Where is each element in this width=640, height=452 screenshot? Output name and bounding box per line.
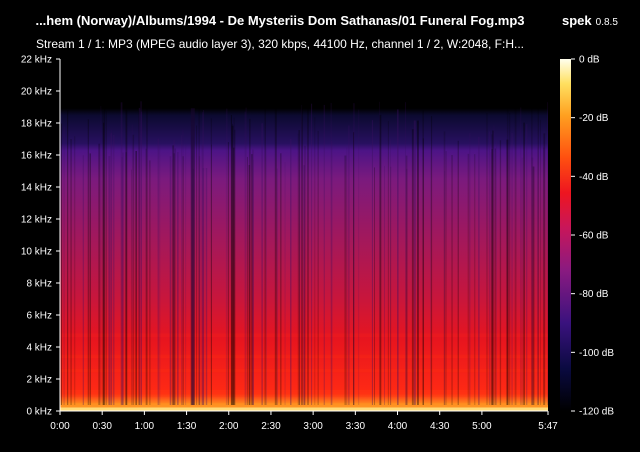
time-tick-label: 5:47 (538, 421, 558, 432)
time-tick-label: 3:30 (346, 421, 366, 432)
frequency-tick-label: 4 kHz (26, 343, 52, 354)
file-title: ...hem (Norway)/Albums/1994 - De Mysteri… (35, 13, 525, 28)
frequency-tick-label: 12 kHz (21, 215, 52, 226)
time-tick-label: 0:00 (50, 421, 70, 432)
frequency-tick-label: 6 kHz (26, 311, 52, 322)
time-tick-label: 5:00 (472, 421, 492, 432)
app-version: 0.8.5 (595, 17, 618, 28)
db-tick-label: -80 dB (579, 289, 609, 300)
time-tick-label: 4:00 (388, 421, 408, 432)
time-axis: 0:00 0:30 1:00 1:30 2:00 2:30 3:00 3:30 4:00 4:30… (50, 410, 558, 432)
db-tick-label: -40 dB (579, 172, 609, 183)
time-tick-label: 2:00 (219, 421, 239, 432)
time-tick-label: 0:30 (92, 421, 112, 432)
time-tick-label: 2:30 (261, 421, 281, 432)
time-tick-label: 1:30 (177, 421, 197, 432)
time-tick-label: 3:00 (303, 421, 323, 432)
db-tick-label: -100 dB (579, 348, 614, 359)
frequency-tick-label: 16 kHz (21, 151, 52, 162)
stream-info: Stream 1 / 1: MP3 (MPEG audio layer 3), … (35, 37, 524, 51)
frequency-tick-label: 2 kHz (26, 375, 52, 386)
frequency-tick-label: 0 kHz (26, 407, 52, 418)
app-label: spek 0.8.5 (562, 13, 618, 28)
time-tick-label: 1:00 (135, 421, 155, 432)
frequency-tick-label: 8 kHz (26, 279, 52, 290)
spectrogram-image (60, 59, 548, 411)
db-color-scale (560, 59, 571, 411)
db-tick-label: -60 dB (579, 231, 609, 242)
db-axis: 0 dB -20 dB -40 dB -60 dB -80 dB -100 dB -120 … (571, 55, 614, 418)
db-tick-label: -120 dB (579, 407, 614, 418)
app-name: spek (562, 13, 592, 28)
frequency-tick-label: 20 kHz (21, 87, 52, 98)
frequency-tick-label: 22 kHz (21, 55, 52, 66)
frequency-tick-label: 14 kHz (21, 183, 52, 194)
frequency-tick-label: 18 kHz (21, 119, 52, 130)
frequency-axis: 22 kHz 20 kHz 18 kHz 16 kHz 14 kHz 12 kHz 10 k… (21, 55, 61, 418)
db-tick-label: 0 dB (579, 55, 600, 66)
time-tick-label: 4:30 (430, 421, 450, 432)
frequency-tick-label: 10 kHz (21, 247, 52, 258)
db-tick-label: -20 dB (579, 113, 609, 124)
